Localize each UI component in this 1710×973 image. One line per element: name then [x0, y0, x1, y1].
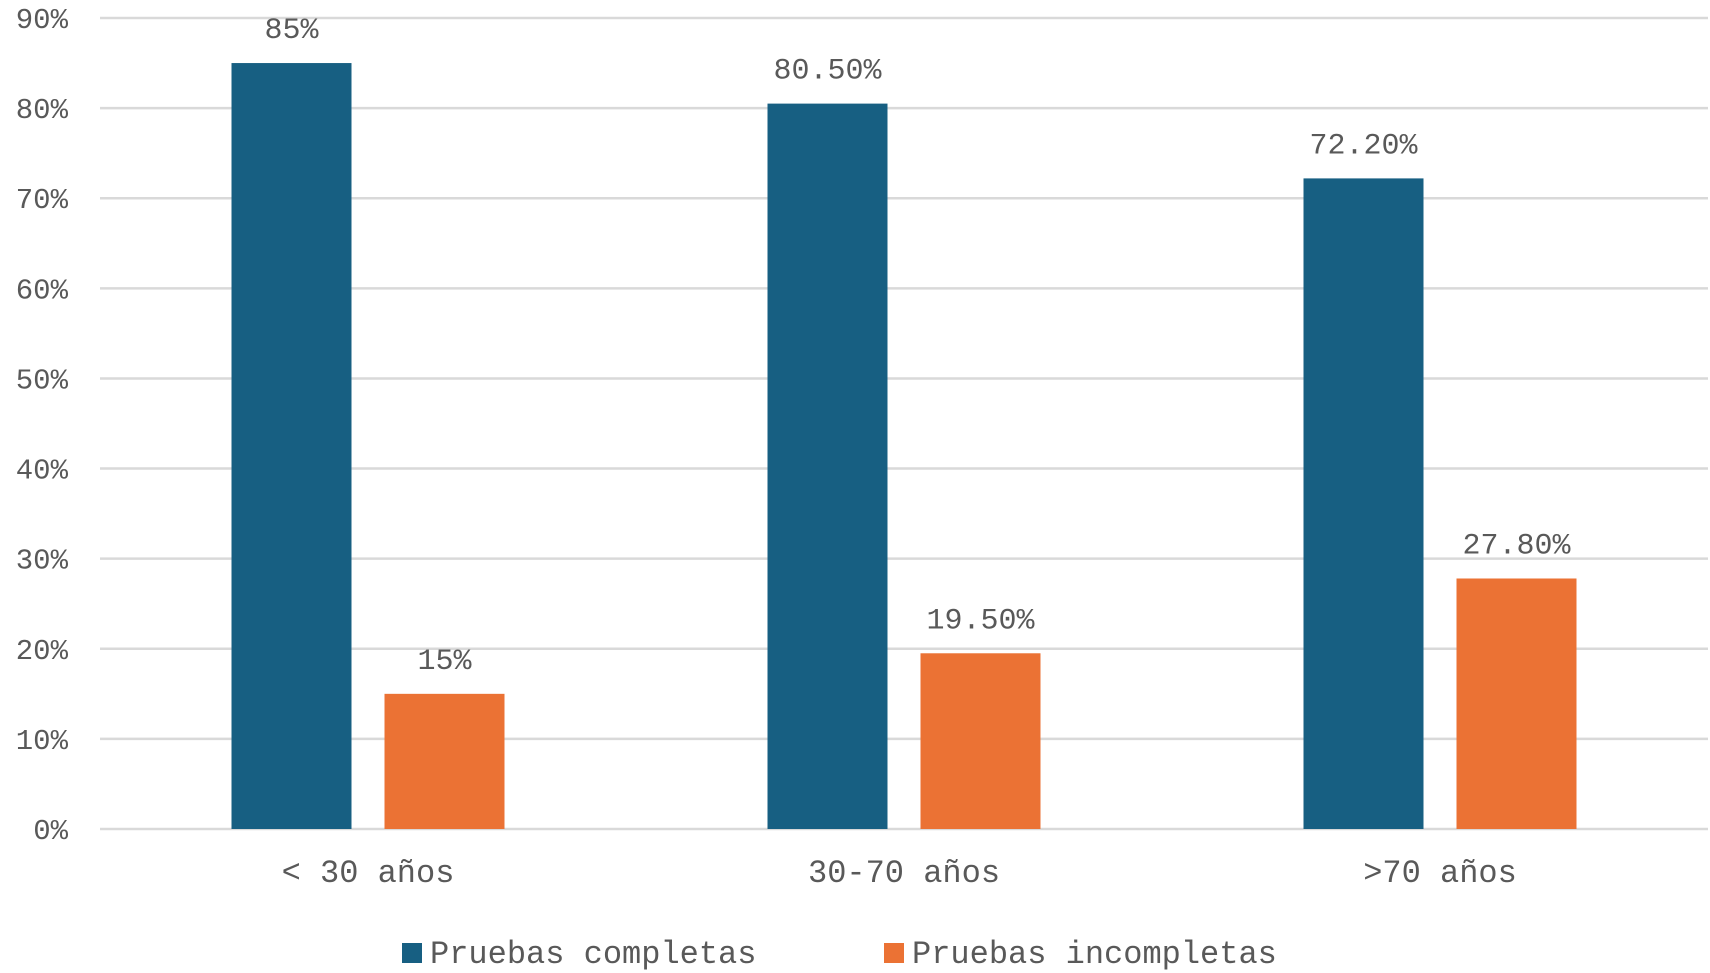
bar-completas-0: [231, 63, 352, 830]
data-label: 19.50%: [926, 604, 1035, 638]
legend-label-completas: Pruebas completas: [430, 936, 756, 973]
bars: [231, 63, 1577, 830]
data-label: 85%: [264, 14, 319, 48]
x-category-label: 30-70 años: [808, 855, 1000, 892]
data-label: 80.50%: [773, 55, 882, 89]
y-tick-label: 30%: [16, 545, 69, 578]
y-tick-label: 80%: [16, 94, 69, 127]
y-tick-label: 90%: [16, 4, 69, 37]
x-category-label: >70 años: [1363, 855, 1517, 892]
y-tick-label: 70%: [16, 184, 69, 217]
x-category-label: < 30 años: [282, 855, 455, 892]
bar-incompletas-0: [384, 693, 505, 829]
legend-label-incompletas: Pruebas incompletas: [912, 936, 1277, 973]
y-tick-label: 50%: [16, 364, 69, 397]
y-tick-label: 0%: [33, 815, 68, 848]
legend: Pruebas completas Pruebas incompletas: [402, 936, 1277, 973]
y-tick-label: 40%: [16, 455, 69, 488]
y-axis-ticks: 0% 10% 20% 30% 40% 50% 60% 70% 80% 90%: [16, 4, 69, 848]
bar-completas-2: [1303, 178, 1424, 830]
bar-incompletas-2: [1456, 578, 1577, 829]
data-label: 15%: [417, 645, 472, 679]
legend-swatch-completas: [402, 943, 422, 963]
data-labels: 85% 15% 80.50% 19.50% 72.20% 27.80%: [264, 14, 1571, 679]
legend-swatch-incompletas: [884, 943, 904, 963]
gridlines: [100, 16, 1708, 831]
y-tick-label: 20%: [16, 635, 69, 668]
x-axis-categories: < 30 años 30-70 años >70 años: [282, 855, 1517, 892]
bar-incompletas-1: [920, 653, 1041, 829]
data-label: 72.20%: [1309, 129, 1418, 163]
y-tick-label: 60%: [16, 274, 69, 307]
bar-completas-1: [767, 103, 888, 830]
data-label: 27.80%: [1462, 529, 1571, 563]
y-tick-label: 10%: [16, 725, 69, 758]
